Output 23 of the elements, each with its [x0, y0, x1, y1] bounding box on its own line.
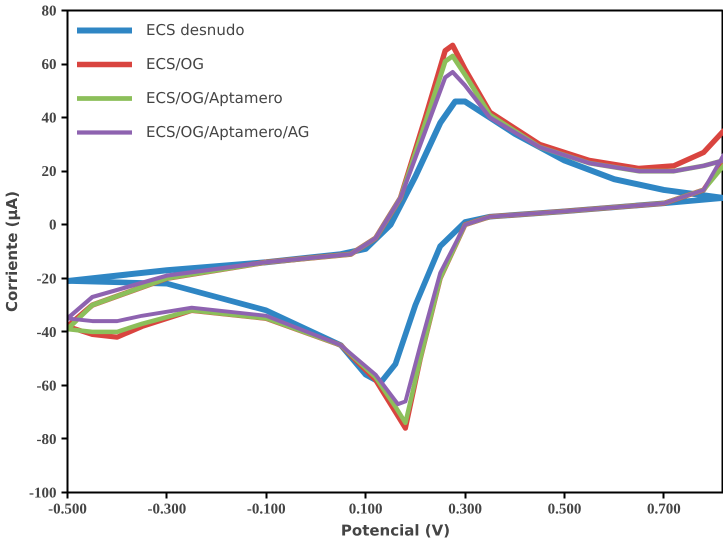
y-tick-label: -40 [36, 324, 57, 341]
y-tick-label: 60 [42, 57, 56, 74]
legend-label: ECS/OG/Aptamero/AG [146, 123, 310, 141]
legend-label: ECS/OG [146, 55, 204, 73]
legend-label: ECS/OG/Aptamero [146, 89, 283, 107]
y-tick-label: -80 [36, 432, 57, 448]
y-tick-label: 20 [42, 164, 56, 180]
y-tick-label: -20 [36, 271, 57, 288]
x-tick-label: 0.300 [448, 502, 482, 518]
x-tick-label: 0.100 [348, 502, 383, 518]
x-tick-label: 0.700 [646, 502, 681, 518]
y-tick-label: 80 [42, 4, 56, 20]
x-tick-label: -0.100 [246, 502, 286, 518]
x-tick-label: -0.500 [48, 502, 87, 518]
y-tick-label: 0 [49, 218, 56, 234]
y-tick-label: -100 [29, 486, 57, 502]
y-tick-label: -60 [36, 378, 57, 394]
x-tick-label: -0.300 [148, 502, 186, 518]
x-axis-title: Potencial (V) [340, 522, 450, 540]
legend-label: ECS desnudo [146, 21, 245, 39]
x-tick-label: 0.500 [548, 502, 582, 518]
y-tick-label: 40 [42, 110, 56, 127]
y-axis-title: Corriente (µA) [3, 190, 22, 312]
